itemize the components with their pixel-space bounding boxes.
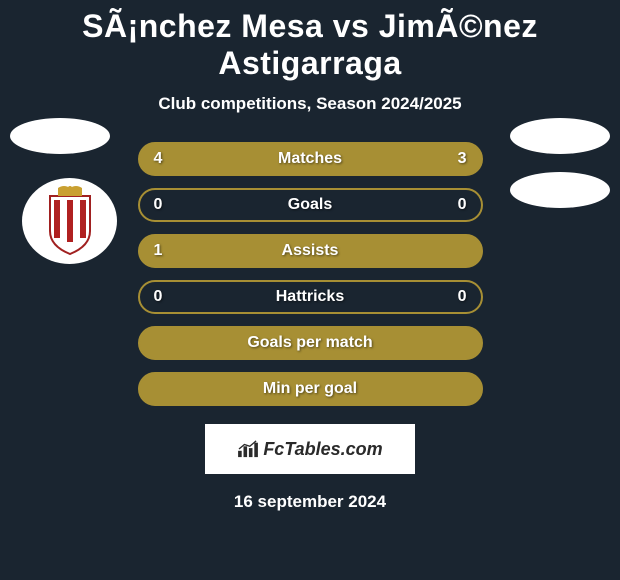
stat-left-value: 0 [154,288,163,306]
player2-club-placeholder [510,172,610,208]
stat-bar-assists: 1 Assists [138,234,483,268]
stat-bar-hattricks: 0 Hattricks 0 [138,280,483,314]
stat-label: Hattricks [276,288,344,306]
stat-label: Matches [278,150,342,168]
stat-left-value: 4 [154,150,163,168]
chart-bars-icon [237,440,259,458]
stat-bar-goals-per-match: Goals per match [138,326,483,360]
stat-left-value: 1 [154,242,163,260]
player1-club-crest [22,178,117,264]
stat-label: Goals [288,196,332,214]
page-title: SÃ¡nchez Mesa vs JimÃ©nez Astigarraga [0,8,620,82]
player1-avatar-placeholder [10,118,110,154]
club-crest-icon [40,186,100,256]
stat-right-value: 0 [458,288,467,306]
stat-bar-matches: 4 Matches 3 [138,142,483,176]
logo-text: FcTables.com [263,439,382,460]
player2-avatar-placeholder [510,118,610,154]
stat-label: Assists [282,242,339,260]
stat-bar-min-per-goal: Min per goal [138,372,483,406]
stat-bar-goals: 0 Goals 0 [138,188,483,222]
stat-right-value: 0 [458,196,467,214]
stats-bars: 4 Matches 3 0 Goals 0 1 Assists 0 Hattri… [138,142,483,406]
stat-label: Min per goal [263,380,357,398]
stat-left-value: 0 [154,196,163,214]
date-text: 16 september 2024 [0,492,620,512]
fctables-logo: FcTables.com [205,424,415,474]
stat-label: Goals per match [247,334,372,352]
subtitle: Club competitions, Season 2024/2025 [0,94,620,114]
comparison-card: SÃ¡nchez Mesa vs JimÃ©nez Astigarraga Cl… [0,0,620,512]
stat-right-value: 3 [458,150,467,168]
